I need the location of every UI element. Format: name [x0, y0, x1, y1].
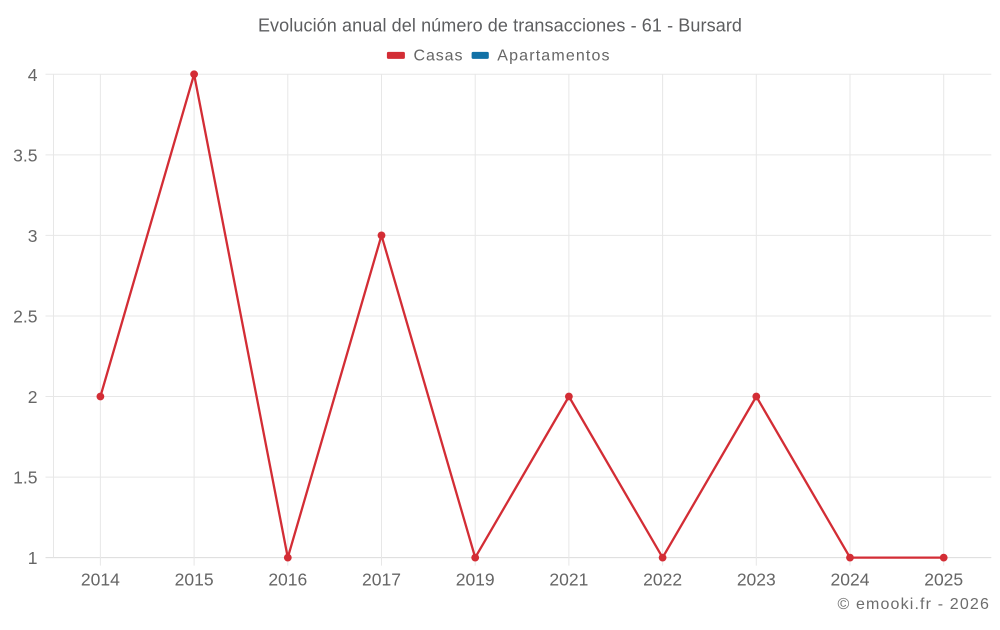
svg-text:2017: 2017 [362, 570, 401, 590]
svg-text:2016: 2016 [268, 570, 307, 590]
svg-text:3: 3 [28, 226, 38, 246]
svg-text:Apartamentos: Apartamentos [497, 47, 610, 64]
svg-text:Casas: Casas [414, 47, 464, 64]
svg-text:2023: 2023 [737, 570, 776, 590]
svg-text:1: 1 [28, 548, 38, 568]
svg-text:2.5: 2.5 [13, 307, 37, 327]
svg-text:3.5: 3.5 [13, 145, 37, 165]
svg-text:2019: 2019 [456, 570, 495, 590]
svg-text:Evolución anual del número de: Evolución anual del número de transaccio… [258, 16, 742, 36]
svg-text:2015: 2015 [175, 570, 214, 590]
svg-text:2025: 2025 [924, 570, 963, 590]
svg-text:2: 2 [28, 387, 38, 407]
svg-text:4: 4 [28, 65, 38, 85]
svg-text:2014: 2014 [81, 570, 120, 590]
svg-text:2021: 2021 [549, 570, 588, 590]
svg-text:2024: 2024 [831, 570, 870, 590]
svg-text:1.5: 1.5 [13, 468, 37, 488]
svg-text:© emooki.fr - 2026: © emooki.fr - 2026 [837, 596, 990, 613]
svg-text:2022: 2022 [643, 570, 682, 590]
